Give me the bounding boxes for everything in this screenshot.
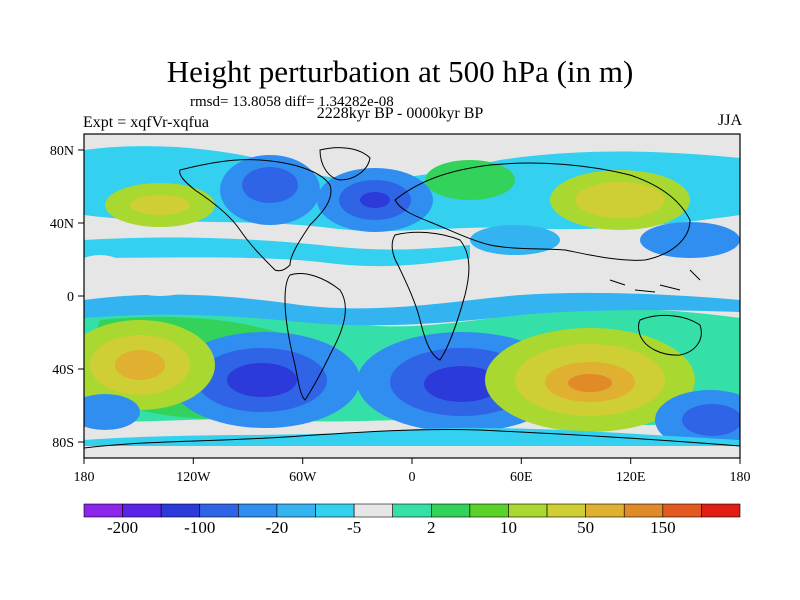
colorbar-swatch (160, 503, 201, 518)
colorbar-label: 50 (577, 518, 594, 537)
colorbar-swatch (392, 503, 432, 518)
y-tick-label: 0 (67, 290, 74, 305)
y-tick-label: 80N (50, 144, 74, 159)
colorbar-swatch (122, 503, 162, 518)
coastlines (84, 147, 740, 449)
africa-coast (391, 231, 470, 361)
colorbar-label: -20 (266, 518, 289, 537)
contour-field (84, 134, 740, 458)
colorbar-swatch (546, 503, 586, 518)
colorbar-swatch (315, 503, 355, 518)
north-america-coast (179, 159, 332, 272)
antarctica-coast (84, 428, 740, 449)
season-label: JJA (717, 112, 742, 129)
y-tick-label: 40S (52, 363, 74, 378)
y-tick-label: 80S (52, 436, 74, 451)
y-axis: 80N 40N 0 40S 80S (50, 144, 84, 451)
tropical-band-south (84, 292, 740, 326)
colorbar-label: 2 (427, 518, 436, 537)
colorbar-swatch (430, 503, 471, 518)
stats-label: rmsd= 13.8058 diff= 1.34282e-08 (190, 94, 394, 110)
greenland-coast (319, 147, 371, 181)
colorbar-swatch (238, 503, 278, 518)
colorbar-swatch (353, 503, 394, 518)
x-tick-label: 120W (176, 470, 211, 485)
y-tick-label: 40N (50, 217, 74, 232)
colorbar (83, 503, 741, 518)
x-axis: 180 120W 60W 0 60E 120E 180 (74, 458, 751, 485)
neg-anomaly-north-pacific-east (640, 222, 740, 258)
colorbar-swatch (508, 503, 548, 518)
period-label: 2228kyr BP - 0000kyr BP (316, 105, 484, 122)
x-tick-label: 60E (510, 470, 533, 485)
south-america-coast (284, 273, 346, 401)
colorbar-swatch (83, 503, 123, 518)
colorbar-label: 10 (500, 518, 517, 537)
colorbar-swatch (585, 503, 625, 518)
plot-title: Height perturbation at 500 hPa (in m) (166, 54, 634, 89)
x-tick-label: 120E (616, 470, 646, 485)
colorbar-label: -100 (184, 518, 215, 537)
x-tick-label: 180 (74, 470, 95, 485)
colorbar-swatch (623, 503, 664, 518)
eurasia-coast (394, 162, 691, 261)
colorbar-swatch (662, 503, 702, 518)
x-tick-label: 0 (409, 470, 416, 485)
colorbar-label: -5 (347, 518, 361, 537)
colorbar-label: 150 (650, 518, 676, 537)
x-tick-label: 180 (730, 470, 751, 485)
neg-anomaly-sw-corner (84, 394, 140, 430)
southeast-asia-islands (609, 269, 701, 293)
pos-anomaly-europe (425, 160, 515, 200)
colorbar-label: -200 (107, 518, 138, 537)
australia-coast (638, 315, 702, 356)
tropical-band-north (84, 237, 470, 267)
colorbar-swatch (469, 503, 509, 518)
experiment-label: Expt = xqfVr-xqfua (83, 114, 209, 131)
colorbar-swatch (199, 503, 239, 518)
neg-anomaly-tropics-africa (470, 225, 560, 255)
colorbar-swatch (701, 503, 741, 518)
colorbar-labels: -200 -100 -20 -5 2 10 50 150 (107, 518, 676, 537)
x-tick-label: 60W (289, 470, 317, 485)
colorbar-swatch (276, 503, 316, 518)
